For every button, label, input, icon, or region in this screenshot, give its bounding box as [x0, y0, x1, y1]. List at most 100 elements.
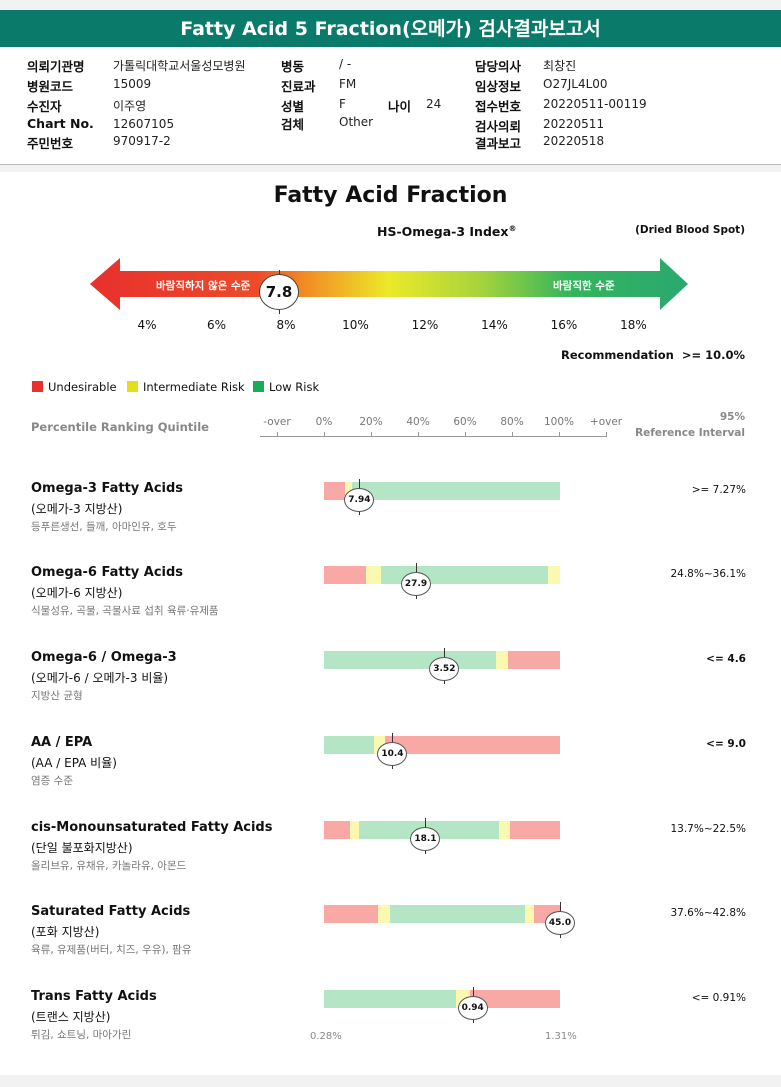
scale-arrow [90, 258, 688, 310]
legend-swatch [127, 381, 138, 392]
info-label: 의뢰기관명 [27, 59, 85, 74]
quintile-label: Percentile Ranking Quintile [31, 420, 209, 434]
info-value: 15009 [113, 77, 152, 91]
result-name: AA / EPA [31, 735, 93, 750]
bar-segment-yellow [548, 566, 560, 584]
result-korean-name: (오메가-6 지방산) [31, 586, 123, 600]
info-value: 20220511-00119 [543, 97, 647, 111]
info-label: 검사의뢰 [475, 119, 522, 134]
quintile-tick-label: 20% [359, 416, 383, 428]
legend-label: Intermediate Risk [143, 380, 245, 394]
quintile-tick-mark [559, 432, 560, 437]
patient-info-panel [0, 47, 781, 165]
legend-swatch [253, 381, 264, 392]
value-marker: 27.9 [401, 572, 432, 596]
quintile-tick-label: -over [263, 416, 291, 428]
info-label: 결과보고 [475, 136, 522, 151]
index-value-marker: 7.8 [259, 274, 300, 310]
bar-segment-yellow [524, 905, 535, 923]
reference-interval-header: 95% Reference Interval [635, 411, 745, 439]
value-marker: 0.94 [457, 996, 488, 1020]
info-value: 가톨릭대학교서울성모병원 [113, 59, 246, 73]
info-value: 970917-2 [113, 134, 171, 148]
bar-segment-yellow [498, 821, 511, 839]
result-sources: 올리브유, 유채유, 카놀라유, 아몬드 [31, 860, 187, 872]
bar-segment-yellow [496, 651, 509, 669]
index-tick-label: 6% [206, 318, 227, 332]
info-label: 수진자 [27, 99, 62, 114]
index-tick-label: 14% [481, 318, 508, 332]
bar-segment-red [324, 821, 350, 839]
result-sources: 등푸른생선, 들깨, 아마인유, 호두 [31, 521, 177, 533]
info-value: / - [339, 57, 352, 71]
index-name: HS-Omega-3 Index® [377, 224, 517, 240]
quintile-tick-label: 100% [543, 416, 575, 428]
info-label: 담당의사 [475, 59, 522, 74]
info-label: 성별 [281, 99, 305, 114]
result-bar [324, 990, 560, 1008]
result-name: Trans Fatty Acids [31, 989, 157, 1004]
info-label: 나이 [388, 99, 412, 114]
bar-segment-yellow [378, 905, 391, 923]
quintile-tick-label: +over [589, 416, 623, 428]
index-tick-label: 16% [550, 318, 578, 332]
desirable-level-label: 바람직한 수준 [553, 280, 615, 292]
index-tick-label: 18% [620, 318, 647, 332]
result-korean-name: (오메가-6 / 오메가-3 비율) [31, 671, 169, 685]
result-name: Omega-6 / Omega-3 [31, 650, 177, 665]
bar-segment-red [508, 651, 560, 669]
results-panel [0, 172, 781, 1075]
quintile-tick-mark [512, 432, 513, 437]
omega3-index-scale [90, 258, 688, 310]
value-marker: 7.94 [344, 488, 375, 512]
info-label: 주민번호 [27, 136, 74, 151]
reference-interval: 24.8%~36.1% [670, 568, 746, 580]
reference-interval: 13.7%~22.5% [670, 823, 746, 835]
quintile-axis-line [260, 436, 606, 437]
sample-type: (Dried Blood Spot) [635, 224, 745, 236]
index-tick-label: 8% [276, 318, 296, 332]
info-value: Other [339, 115, 374, 129]
value-marker: 10.4 [377, 742, 408, 766]
info-value: 최창진 [543, 59, 577, 73]
info-label: Chart No. [27, 116, 94, 131]
bar-segment-red [470, 990, 560, 1008]
index-tick-label: 12% [411, 318, 439, 332]
reference-interval: 37.6%~42.8% [670, 907, 746, 919]
quintile-tick-mark [606, 432, 607, 437]
reference-interval: <= 0.91% [691, 992, 746, 1004]
bar-segment-green [324, 736, 374, 754]
info-label: 임상정보 [475, 79, 522, 94]
info-value: 20220518 [543, 134, 605, 148]
result-korean-name: (AA / EPA 비율) [31, 756, 117, 770]
bar-segment-red [324, 905, 379, 923]
legend-label: Undesirable [48, 380, 117, 394]
info-value: F [339, 97, 346, 111]
quintile-tick-label: 0% [315, 416, 333, 428]
quintile-tick-mark [371, 432, 372, 437]
result-name: Saturated Fatty Acids [31, 904, 191, 919]
bar-segment-yellow [373, 736, 386, 754]
bar-segment-red [385, 736, 560, 754]
result-sources: 육류, 유제품(버터, 치즈, 우유), 팜유 [31, 944, 192, 956]
bar-segment-red [324, 566, 367, 584]
result-name: cis-Monounsaturated Fatty Acids [31, 820, 273, 835]
quintile-tick-mark [324, 432, 325, 437]
result-korean-name: (오메가-3 지방산) [31, 502, 123, 516]
result-bar [324, 821, 560, 839]
info-label: 진료과 [281, 79, 316, 94]
result-sources: 튀김, 쇼트닝, 마아가린 [31, 1029, 132, 1041]
info-label: 병동 [281, 59, 305, 74]
info-value: O27JL4L00 [543, 77, 608, 91]
bar-segment-green [324, 651, 497, 669]
info-value: 이주영 [113, 99, 147, 113]
value-marker: 18.1 [410, 827, 441, 851]
result-name: Omega-3 Fatty Acids [31, 481, 184, 496]
index-tick-label: 4% [137, 318, 157, 332]
value-marker: 3.52 [429, 657, 460, 681]
bar-segment-yellow [349, 821, 360, 839]
result-bar [324, 736, 560, 754]
bar-segment-green [324, 990, 457, 1008]
undesirable-level-label: 바람직하지 않은 수준 [156, 280, 251, 292]
index-tick-label: 10% [342, 318, 369, 332]
